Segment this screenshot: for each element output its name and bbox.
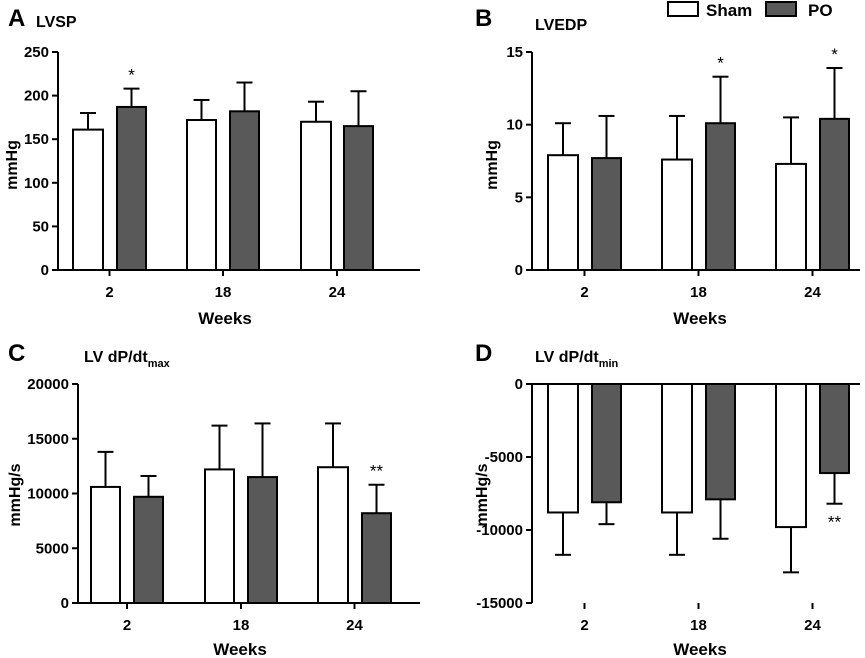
bar-po-24 [361,512,392,605]
panel-b: B LVEDP 2 18 24 * * 0 5 10 15 Weeks mmHg [475,5,860,328]
bar-sham-24 [300,120,332,272]
bar-sham-18 [661,158,693,271]
significance-marker: * [128,66,135,85]
y-axis-title: mmHg [484,140,501,190]
x-tick-label: 24 [804,617,821,634]
y-tick-label: 10 [506,117,523,134]
panel-letter: D [475,340,492,367]
y-tick-label: 50 [32,218,49,235]
x-tick-label: 18 [690,284,707,301]
legend-label-sham: Sham [706,1,752,20]
x-tick-label: 2 [123,617,131,634]
panel-c: C LV dP/dtmax 2 18 24 ** 0 5000 10000 15000 20000 W… [7,340,420,658]
bar-po-2 [591,157,622,272]
bar-sham-18 [186,119,217,271]
panel-title: LV dP/dtmin [535,349,619,370]
legend-swatch-sham [667,1,699,17]
significance-marker: ** [370,462,384,481]
significance-marker: * [717,54,724,73]
bar-sham-2 [90,485,121,604]
x-axis-title: Weeks [198,309,252,328]
bar-sham-2 [547,154,579,271]
bar-po-24 [819,383,850,475]
x-tick-label: 24 [346,617,363,634]
bar-po-2 [133,495,164,604]
bar-sham-2 [547,383,579,514]
y-axis-title: mmHg [4,140,21,190]
x-axis-title: Weeks [213,640,267,658]
bar-sham-24 [317,466,349,604]
x-tick-label: 18 [690,617,707,634]
y-tick-label: 15000 [27,431,69,448]
bar-po-18 [229,110,260,271]
bar-sham-18 [661,383,693,514]
y-tick-label: 200 [24,88,49,105]
bar-sham-2 [72,128,104,271]
bar-po-2 [591,383,622,504]
x-axis-title: Weeks [673,309,727,328]
panel-a: A LVSP 2 18 24 * 0 50 100 150 200 250 Weeks mmHg [4,5,420,328]
panel-title: LV dP/dtmax [84,349,171,370]
y-tick-label: 100 [24,175,49,192]
panel-letter: B [475,5,492,32]
x-tick-label: 24 [804,284,821,301]
bar-po-24 [819,117,850,271]
y-tick-label: 150 [24,131,49,148]
x-tick-label: 2 [105,284,113,301]
panel-d: D LV dP/dtmin 2 18 24 ** -15000 -10000 -5000 0 Wee… [474,340,860,658]
y-tick-label: 0 [61,595,69,612]
x-tick-label: 2 [580,284,588,301]
panel-title-subscript: min [599,358,619,370]
panel-title: LVEDP [535,17,587,34]
bar-sham-18 [204,468,235,604]
legend: Sham PO [667,1,833,20]
panel-title-main: LV dP/dt [535,349,599,366]
y-tick-label: 250 [24,44,49,61]
bar-sham-24 [775,383,807,529]
bar-sham-24 [775,162,807,271]
x-tick-label: 24 [329,284,346,301]
significance-marker: * [831,45,838,64]
bar-po-24 [343,125,374,272]
y-tick-label: 10000 [27,486,69,503]
y-tick-label: -15000 [476,595,523,612]
panel-letter: C [8,340,25,367]
y-tick-label: 0 [515,376,523,393]
y-axis-title: mmHg/s [474,463,491,526]
bar-po-2 [116,105,147,271]
panel-title-main: LV dP/dt [84,349,148,366]
y-tick-label: 0 [41,262,49,279]
panel-title-subscript: max [148,358,171,370]
y-tick-label: -5000 [485,449,523,466]
legend-label-po: PO [808,1,833,20]
bar-po-18 [705,122,736,271]
significance-marker: ** [828,513,842,532]
x-tick-label: 18 [215,284,232,301]
panel-letter: A [8,5,25,32]
bar-po-18 [247,476,278,605]
panel-title: LVSP [36,14,77,31]
x-tick-label: 18 [233,617,250,634]
bar-po-18 [705,383,736,501]
x-axis-title: Weeks [673,640,727,658]
y-tick-label: 20000 [27,376,69,393]
y-axis-title: mmHg/s [7,463,24,526]
x-tick-label: 2 [580,617,588,634]
y-tick-label: 0 [515,262,523,279]
y-tick-label: 5 [515,189,523,206]
legend-swatch-po [765,1,797,17]
y-tick-label: 5000 [36,540,69,557]
y-tick-label: 15 [506,44,523,61]
y-tick-label: -10000 [476,522,523,539]
